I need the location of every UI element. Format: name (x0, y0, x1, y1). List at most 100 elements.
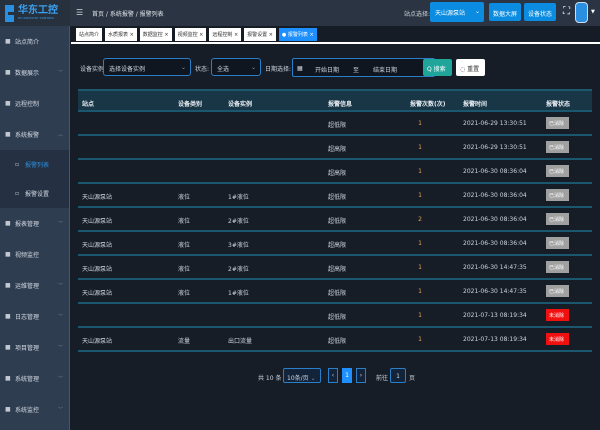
sidebar-item-1[interactable]: ■ 数据展示 ﹀ (0, 57, 69, 88)
table-cell: 流量 (178, 338, 191, 345)
chevron-down-icon: ⌄ (250, 64, 256, 71)
sidebar-item-label: 系统报警 (15, 132, 40, 139)
table-cell: 1 (418, 264, 422, 271)
chevron-icon: ﹀ (57, 407, 63, 413)
sidebar-item-12[interactable]: ■ 系统监控 ﹀ (0, 394, 69, 425)
table-cell: 液位 (178, 266, 191, 273)
chevron-icon: ﹀ (57, 221, 63, 227)
search-button[interactable]: Q 搜索 (423, 59, 452, 76)
date-range-picker[interactable]: ▦ 开始日期 至 结束日期 (292, 58, 435, 77)
table-cell: 1 (418, 240, 422, 247)
chevron-icon: ﹀ (57, 345, 63, 351)
chevron-down-icon: ⌄ (180, 64, 186, 71)
table-row: 超高限 1 2021-06-30 08:36:04 已消除 (78, 160, 592, 184)
chevron-icon: ■ (5, 69, 11, 76)
sidebar-item-11[interactable]: ■ 系统管理 ﹀ (0, 363, 69, 394)
column-header: 报警时间 (463, 101, 488, 108)
sidebar-item-9[interactable]: ■ 日志管理 ﹀ (0, 301, 69, 332)
sidebar-item-3[interactable]: ■ 系统报警 ︿ (0, 119, 69, 150)
sidebar-item-5[interactable]: ▫ 报警设置 (0, 179, 69, 208)
table-cell: 超高限 (328, 242, 347, 249)
table-cell: 2021-07-13 08:19:34 (463, 336, 527, 343)
sidebar: ■ 站点简介 ■ 数据展示 ﹀ ■ 远程控制 ■ 系统报警 ︿ ▫ 报警列表 ▫ 报警设置 ■ 报表管理 ﹀ ■ 视… (0, 26, 70, 430)
table-cell: 2021-06-30 14:47:35 (463, 264, 527, 271)
next-page-button[interactable]: › (356, 368, 366, 383)
table-cell: 天山源泵站 (82, 290, 113, 297)
table-row: 超低限 1 2021-07-13 08:19:34 未消除 (78, 304, 592, 328)
total-count: 共 10 条 (258, 375, 282, 382)
table-row: 天山源泵站 液位 3#液位 超高限 1 2021-06-30 08:36:04 已消除 (78, 232, 592, 256)
sidebar-item-4[interactable]: ▫ 报警列表 (0, 150, 69, 179)
date-separator: 至 (353, 67, 360, 74)
menu-toggle-icon[interactable]: ☰ (76, 8, 84, 17)
table-cell: 天山源泵站 (82, 338, 113, 345)
tab-4[interactable]: 远程控制 × (209, 27, 242, 41)
tab-bar: 站点简介 水质报表 × 数据监控 × 视频监控 × 远程控制 × 报警设置 × ● 报警列表… (71, 26, 600, 44)
fullscreen-icon[interactable]: ⛶ (563, 6, 570, 17)
tab-5[interactable]: 报警设置 × (244, 27, 276, 41)
table-cell: 超低限 (328, 218, 347, 225)
table-cell: 液位 (178, 290, 191, 297)
status-badge: 已消除 (546, 141, 569, 153)
tab-1[interactable]: 水质报表 × (105, 27, 137, 41)
table-cell: 天山源泵站 (82, 218, 113, 225)
top-header: 华东工控 HD INDUSTRY CONTROL ☰ 首页 / 系统报警 / 报警… (0, 0, 600, 26)
table-cell: 1 (418, 288, 422, 295)
alarm-table: 站点 设备类别 设备实例 报警信息 报警次数(次) 报警时间 报警状态 超低限 1 2021-0… (78, 89, 592, 352)
avatar[interactable] (575, 2, 588, 23)
tab-2[interactable]: 数据监控 × (139, 27, 172, 41)
sidebar-item-2[interactable]: ■ 远程控制 (0, 88, 69, 119)
sidebar-item-0[interactable]: ■ 站点简介 (0, 26, 69, 57)
page-size-select[interactable]: 10条/页 ⌄ (283, 368, 321, 383)
data-screen-button[interactable]: 数据大屏 (489, 3, 522, 21)
report-icon: ■ (5, 220, 11, 227)
tools-icon: ■ (5, 282, 11, 289)
status-badge: 已消除 (546, 285, 569, 297)
table-cell: 1#液位 (228, 194, 249, 201)
sidebar-item-label: 视频监控 (15, 252, 40, 259)
table-cell: 2#液位 (228, 218, 249, 225)
sidebar-item-label: 站点简介 (15, 39, 40, 46)
device-status-button[interactable]: 设备状态 (524, 3, 557, 21)
chevron-icon: ﹀ (57, 70, 63, 76)
sidebar-item-label: 数据展示 (15, 70, 40, 77)
chevron-icon: ﹀ (57, 314, 63, 320)
table-row: 天山源泵站 液位 1#液位 超低限 1 2021-06-30 14:47:35 已消除 (78, 280, 592, 304)
settings-icon: ▫ (15, 190, 20, 197)
table-cell: 超低限 (328, 194, 347, 201)
prev-page-button[interactable]: ‹ (328, 368, 338, 383)
tab-6[interactable]: ● 报警列表 × (278, 27, 317, 41)
tab-0[interactable]: 站点简介 (76, 27, 103, 41)
page-1-button[interactable]: 1 (342, 368, 352, 383)
table-body: 超低限 1 2021-06-29 13:30:51 已消除 超高限 1 2021-06-29… (78, 112, 592, 352)
logo-text: 华东工控 (18, 5, 58, 16)
gear-icon: ■ (5, 375, 11, 382)
list-icon: ▫ (15, 161, 20, 168)
table-cell: 2021-06-30 08:36:04 (463, 216, 527, 223)
device-select[interactable]: 选择设备实例 ⌄ (103, 58, 191, 76)
sidebar-item-7[interactable]: ■ 视频监控 (0, 239, 69, 270)
end-date-input[interactable]: 结束日期 (373, 67, 398, 74)
state-select[interactable]: 全选 ⌄ (211, 58, 261, 76)
sidebar-item-6[interactable]: ■ 报表管理 ﹀ (0, 208, 69, 239)
reset-button[interactable]: ◌ 重置 (456, 59, 485, 76)
table-cell: 2021-06-29 13:30:51 (463, 144, 527, 151)
table-cell: 2021-06-30 08:36:04 (463, 192, 527, 199)
caret-down-icon[interactable]: ▼ (591, 9, 595, 15)
site-select[interactable]: 天山源泵站 ⌄ (430, 2, 484, 22)
table-cell: 超低限 (328, 314, 347, 321)
sidebar-item-label: 报表管理 (15, 221, 40, 228)
sidebar-item-10[interactable]: ■ 项目管理 ﹀ (0, 332, 69, 363)
video-icon: ■ (5, 251, 11, 258)
status-badge: 已消除 (546, 117, 569, 129)
table-cell: 出口流量 (228, 338, 253, 345)
chevron-down-icon: ⌄ (474, 8, 480, 15)
sidebar-item-8[interactable]: ■ 运维管理 ﹀ (0, 270, 69, 301)
goto-page-input[interactable]: 1 (390, 368, 406, 383)
tab-3[interactable]: 视频监控 × (174, 27, 207, 41)
table-cell: 液位 (178, 242, 191, 249)
table-cell: 3#液位 (228, 242, 249, 249)
log-icon: ■ (5, 313, 11, 320)
table-row: 天山源泵站 液位 2#液位 超低限 2 2021-06-30 08:36:04 已消除 (78, 208, 592, 232)
start-date-input[interactable]: 开始日期 (315, 67, 340, 74)
